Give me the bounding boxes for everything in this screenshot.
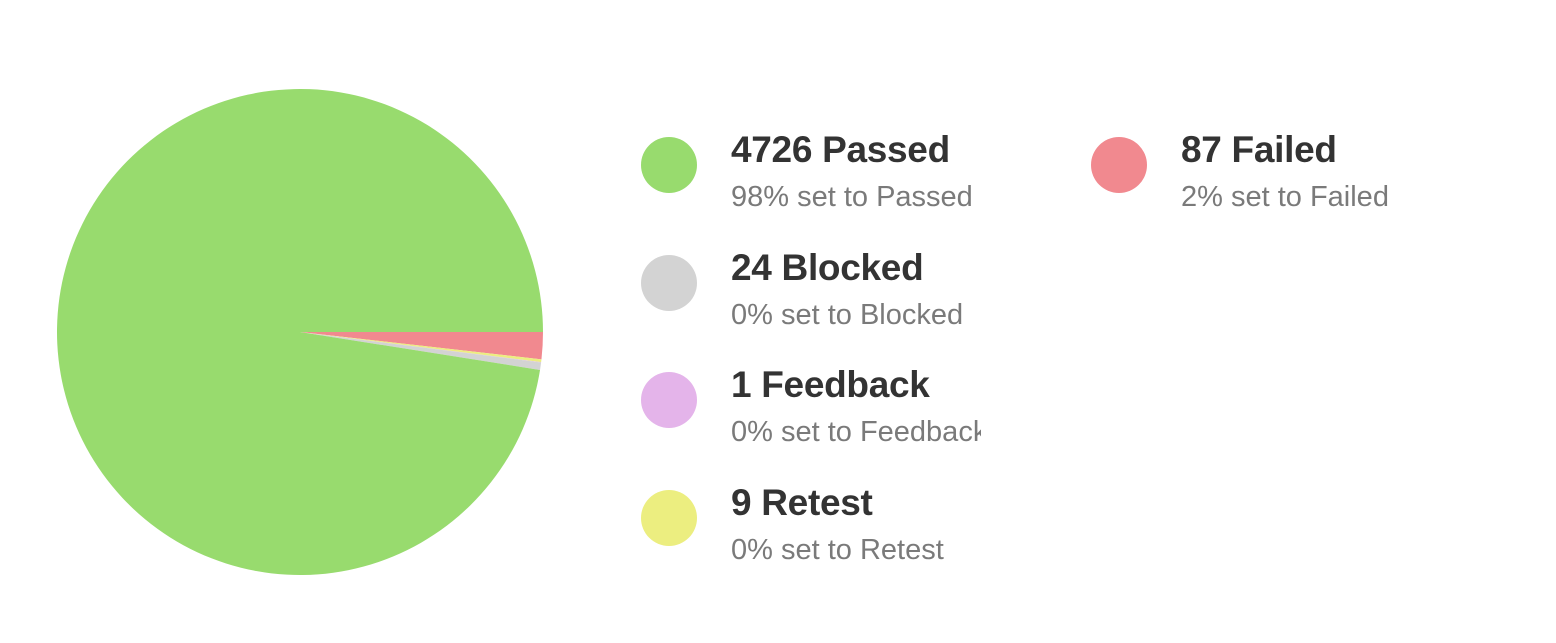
legend-dot-failed <box>1091 137 1147 193</box>
legend-dot-feedback <box>641 372 697 428</box>
legend-dot-blocked <box>641 255 697 311</box>
legend-subtitle-retest: 0% set to Retest <box>731 534 944 566</box>
legend-text-passed: 4726 Passed 98% set to Passed <box>731 127 981 217</box>
legend-title-blocked: 24 Blocked <box>731 247 924 288</box>
legend-text-failed: 87 Failed 2% set to Failed <box>1181 127 1501 217</box>
legend-title-feedback: 1 Feedback <box>731 364 930 405</box>
legend-title-retest: 9 Retest <box>731 482 873 523</box>
legend-subtitle-failed: 2% set to Failed <box>1181 181 1389 213</box>
legend-dot-retest <box>641 490 697 546</box>
pie-slice-passed <box>57 89 543 576</box>
pie-slice-blocked <box>300 332 542 370</box>
pie-slice-retest <box>300 332 542 363</box>
legend-subtitle-blocked: 0% set to Blocked <box>731 299 964 331</box>
legend-text-blocked: 24 Blocked 0% set to Blocked <box>731 245 981 335</box>
legend-subtitle-feedback: 0% set to Feedback <box>731 416 981 448</box>
pie-slice-failed <box>300 332 543 360</box>
legend-title-failed: 87 Failed <box>1181 129 1337 170</box>
legend-subtitle-passed: 98% set to Passed <box>731 181 973 213</box>
pie-chart <box>57 89 543 576</box>
legend-dot-passed <box>641 137 697 193</box>
legend-text-feedback: 1 Feedback 0% set to Feedback <box>731 362 981 452</box>
pie-slice-feedback <box>300 332 542 363</box>
legend-text-retest: 9 Retest 0% set to Retest <box>731 480 981 570</box>
legend-title-passed: 4726 Passed <box>731 129 950 170</box>
